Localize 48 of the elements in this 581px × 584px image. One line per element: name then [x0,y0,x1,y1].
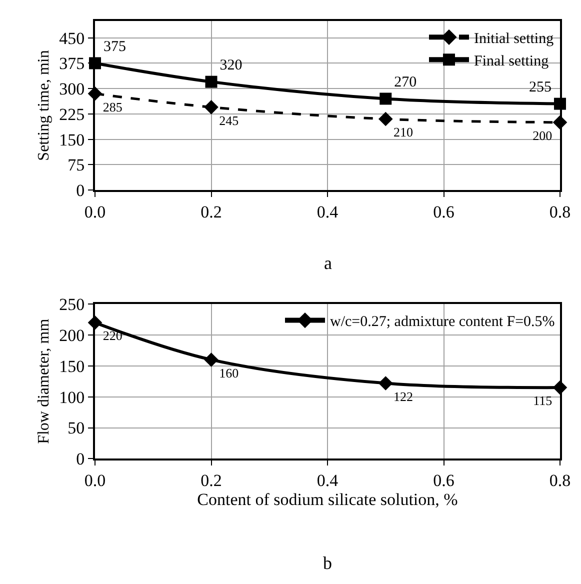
y-tick-label: 150 [59,130,85,150]
y-tick-label: 375 [59,54,85,74]
x-tick-label: 0.4 [316,202,339,222]
data-label: 320 [220,58,242,74]
text: b [323,553,332,573]
y-tick-label: 100 [59,388,85,407]
y-tick-label: 50 [68,418,85,438]
y-tick-label: 150 [59,356,85,376]
x-tick-label: 0.4 [316,471,339,490]
y-tick-label: 300 [59,80,85,99]
data-label: 270 [394,74,417,90]
data-label: 285 [102,99,122,114]
legend-label: Initial setting [474,31,554,48]
data-label: 375 [104,38,126,55]
legend-label: w/c=0.27; admixture content F=0.5% [330,314,555,330]
y-tick-label: 0 [76,450,85,469]
x-tick-label: 0.8 [549,202,571,222]
point [204,352,218,367]
x-tick-label: 0.6 [433,202,454,222]
data-label: 255 [529,80,552,96]
point [378,112,393,126]
data-label: 115 [533,393,552,408]
y-tick-label: 200 [59,326,85,345]
x-tick-label: 0.8 [549,471,571,490]
y-axis-title: Setting time, min [36,50,52,161]
data-label: 210 [394,124,414,140]
y-tick-label: 250 [59,295,85,314]
point [378,376,393,390]
data-label: 160 [219,365,239,380]
data-label: 245 [219,112,239,128]
x-tick-label: 0.2 [200,471,222,490]
y-tick-label: 75 [68,156,85,175]
x-axis-title: Content of sodium silicate solution, % [197,490,458,510]
y-tick-label: 225 [59,104,85,124]
x-tick-label: 0.0 [84,202,106,222]
x-tick-label: 0.6 [433,471,454,490]
point [380,92,392,105]
point [205,76,218,88]
data-label: 200 [532,128,552,144]
y-axis-title: Flow diameter, mm [36,318,52,444]
y-tick-label: 450 [59,28,85,48]
legend-label: Final setting [474,54,550,70]
text: a [324,253,332,273]
point [204,100,218,114]
x-tick-label: 0.0 [84,471,106,490]
y-tick-label: 0 [76,180,85,200]
data-label: 122 [394,388,414,404]
x-tick-label: 0.2 [200,202,222,222]
